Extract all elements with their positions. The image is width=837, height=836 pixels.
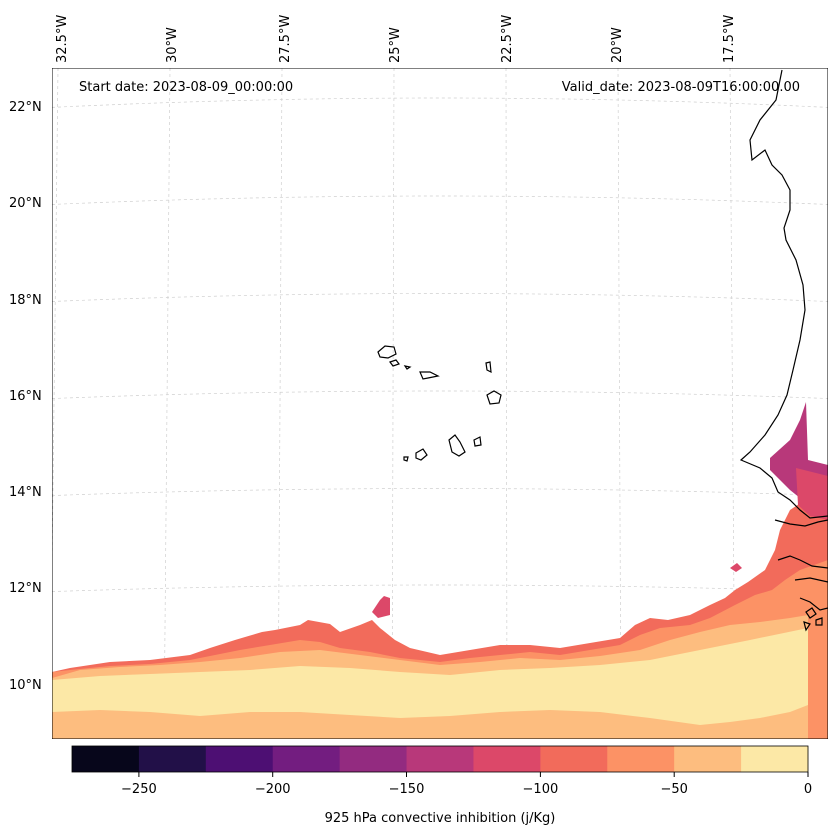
lat-label-20n: 20°N [9,196,42,211]
gridline-lat-18n [52,293,828,302]
lat-label-10n: 10°N [9,678,42,693]
colorbar-tick-label-150: −150 [389,782,425,797]
latitude-labels: 22°N 20°N 18°N 16°N 14°N 12°N 10°N [9,100,42,693]
gridline-lat-12n [52,584,828,592]
lat-label-14n: 14°N [9,485,42,500]
cape-verde-maio [473,436,482,447]
lon-label-30w: 30°W [165,27,180,63]
map-area [52,68,828,739]
cape-verde-boa-vista [486,390,502,405]
lon-label-17-5w: 17.5°W [722,15,737,63]
start-date-label: Start date: 2023-08-09_00:00:00 [79,80,293,95]
cin-band-zero [52,628,808,725]
colorbar-tick-label-0: 0 [804,782,812,797]
colorbar-segment-1 [138,746,207,772]
cape-verde-sao-vicente [389,359,400,367]
colorbar: −250 −200 −150 −100 −50 0 925 hPa convec… [71,745,812,826]
gridline-lon-20w [617,68,622,739]
bijagos-islands [803,607,823,632]
colorbar-frame [71,745,809,773]
cin-contours [52,402,828,739]
colorbar-segment-10 [741,746,809,772]
colorbar-segment-6 [473,746,541,772]
cape-verde-sal [485,361,492,374]
lon-label-20w: 20°W [610,27,625,63]
colorbar-segment-2 [205,746,274,772]
gridline-lon-30w [163,68,171,739]
valid-date-label: Valid_date: 2023-08-09T16:00:00.00 [562,80,800,95]
lon-label-27-5w: 27.5°W [278,15,293,63]
gridline-lon-25w [391,68,395,739]
gambia-coast [774,519,828,527]
colorbar-segments [72,746,809,772]
cape-verde-brava [403,456,409,462]
coastlines [377,69,828,632]
colorbar-segment-0 [72,746,140,772]
gridline-lon-22-5w [505,68,508,739]
cape-verde-santo-antao [377,345,397,359]
colorbar-ticks: −250 −200 −150 −100 −50 0 [121,772,812,797]
lat-label-12n: 12°N [9,581,42,596]
gridline-lat-14n [52,488,828,496]
cape-verde-santiago [448,434,466,457]
africa-coastline [739,69,828,519]
colorbar-segment-7 [540,746,608,772]
gridline-lon-32-5w [52,68,59,602]
lat-label-18n: 18°N [9,293,42,308]
colorbar-segment-5 [406,746,474,772]
colorbar-tick-label-250: −250 [121,782,157,797]
gridline-lat-20n [52,195,828,205]
lon-label-25w: 25°W [388,27,403,63]
cin-patch-isolated [372,596,390,618]
cape-verde-santa-luzia [403,365,412,370]
colorbar-segment-8 [607,746,675,772]
colorbar-segment-9 [674,746,742,772]
colorbar-segment-4 [339,746,408,772]
lon-label-32-5w: 32.5°W [55,15,70,63]
lon-label-22-5w: 22.5°W [500,15,515,63]
gridline-lat-22n [52,97,828,108]
cin-patch-small [730,563,742,572]
cape-verde-sao-nicolau [419,371,440,380]
cin-patch-senegal-mid [796,468,828,520]
gridline-lon-27-5w [277,68,283,739]
lat-label-16n: 16°N [9,389,42,404]
colorbar-tick-label-100: −100 [523,782,559,797]
cape-verde-fogo [415,448,428,461]
colorbar-segment-3 [272,746,341,772]
gridline-lat-16n [52,390,828,399]
longitude-labels: 32.5°W 30°W 27.5°W 25°W 22.5°W 20°W 17.5… [55,15,737,63]
colorbar-tick-label-200: −200 [255,782,291,797]
colorbar-tick-label-50: −50 [660,782,687,797]
lat-label-22n: 22°N [9,100,42,115]
guinea-bissau-coast [777,555,828,611]
colorbar-label: 925 hPa convective inhibition (j/Kg) [325,811,556,826]
